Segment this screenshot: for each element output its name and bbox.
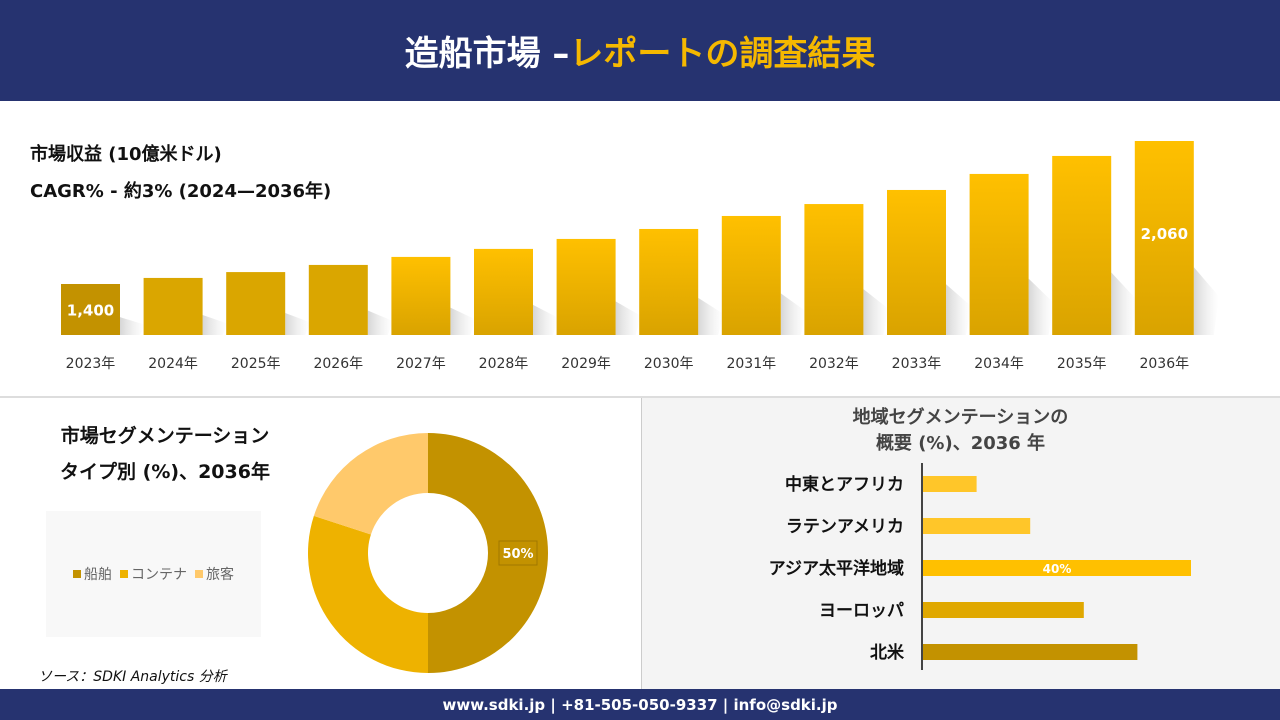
bar-shadow bbox=[1028, 278, 1054, 335]
bar-shadow bbox=[780, 293, 806, 335]
bar-shadow bbox=[202, 315, 228, 335]
year-tick-label: 2036年 bbox=[1139, 356, 1189, 372]
year-tick-label: 2026年 bbox=[313, 356, 363, 372]
legend-swatch bbox=[195, 570, 203, 578]
revenue-bar bbox=[1052, 155, 1112, 335]
legend-swatch bbox=[120, 570, 128, 578]
revenue-bar bbox=[804, 204, 864, 335]
region-bar bbox=[923, 644, 1138, 660]
revenue-bar bbox=[391, 256, 451, 335]
donut-slice-0 bbox=[428, 433, 548, 673]
year-tick-label: 2029年 bbox=[561, 356, 611, 372]
year-tick-label: 2023年 bbox=[66, 356, 116, 372]
revenue-bar bbox=[61, 284, 120, 335]
region-bar bbox=[923, 560, 1191, 576]
bar-shadow bbox=[120, 317, 145, 335]
donut-data-label: 50% bbox=[502, 547, 533, 562]
bar-shadow bbox=[285, 312, 311, 335]
year-tick-label: 2024年 bbox=[148, 356, 198, 372]
revenue-bar bbox=[969, 173, 1029, 335]
donut-legend: 船舶 コンテナ 旅客 bbox=[46, 511, 261, 637]
type-segment-title: 市場セグメンテーション タイプ別 (%)、2036年 bbox=[30, 418, 300, 490]
year-tick-label: 2033年 bbox=[892, 356, 942, 372]
region-label: ラテンアメリカ bbox=[786, 517, 904, 537]
type-title-line-2: タイプ別 (%)、2036年 bbox=[60, 461, 270, 483]
region-label: 北米 bbox=[870, 642, 905, 663]
source-note: ソース：SDKI Analytics 分析 bbox=[38, 669, 227, 685]
footer-contact: www.sdki.jp | +81-505-050-9337 | info@sd… bbox=[0, 689, 1280, 720]
region-label: 中東とアフリカ bbox=[785, 474, 904, 495]
region-segment-title: 地域セグメンテーションの 概要 (%)、2036 年 bbox=[641, 405, 1280, 457]
legend-item-passenger: 旅客 bbox=[195, 564, 234, 584]
year-tick-label: 2030年 bbox=[644, 356, 694, 372]
revenue-bar bbox=[639, 228, 699, 335]
bar-shadow bbox=[698, 297, 724, 335]
bar-shadow bbox=[533, 304, 558, 335]
year-tick-label: 2032年 bbox=[809, 356, 859, 372]
revenue-chart-title: 市場収益 (10億米ドル) bbox=[30, 144, 222, 165]
bar-shadow bbox=[1111, 272, 1137, 335]
region-label: ヨーロッパ bbox=[819, 601, 904, 621]
legend-label: 船舶 bbox=[84, 567, 112, 583]
bar-shadow bbox=[450, 307, 476, 335]
year-tick-label: 2035年 bbox=[1057, 356, 1107, 372]
donut-slice-2 bbox=[313, 433, 428, 535]
revenue-bar bbox=[887, 189, 946, 335]
type-donut-chart: 50% bbox=[308, 433, 548, 673]
revenue-bar bbox=[226, 272, 286, 335]
title-accent: レポートの調査結果 bbox=[569, 34, 876, 74]
data-label-box bbox=[498, 540, 538, 566]
cagr-subtitle: CAGR% - 約3% (2024—2036年) bbox=[30, 181, 332, 202]
region-bar bbox=[923, 476, 977, 492]
legend-label: 旅客 bbox=[206, 567, 234, 583]
page-header: 造船市場 – レポートの調査結果 bbox=[0, 0, 1280, 101]
bar-data-label: 2,060 bbox=[1141, 225, 1188, 243]
year-tick-label: 2028年 bbox=[479, 356, 529, 372]
bar-shadow bbox=[1193, 267, 1219, 335]
revenue-bar bbox=[1134, 141, 1194, 335]
region-segment-panel bbox=[641, 398, 1280, 689]
section-divider bbox=[0, 396, 1280, 398]
region-bar bbox=[923, 518, 1031, 534]
revenue-bar bbox=[143, 277, 203, 335]
year-tick-label: 2031年 bbox=[726, 356, 776, 372]
year-tick-label: 2034年 bbox=[974, 356, 1024, 372]
bar-data-label: 1,400 bbox=[67, 302, 114, 320]
region-data-label: 40% bbox=[1043, 562, 1072, 576]
year-tick-label: 2025年 bbox=[231, 356, 281, 372]
bar-shadow bbox=[946, 284, 971, 335]
type-title-line-1: 市場セグメンテーション bbox=[60, 425, 270, 447]
revenue-bar-chart: 2023年 1,400 2024年 2025年 2026年 2027年 2028年 2029年… bbox=[61, 141, 1219, 372]
donut-slice-1 bbox=[308, 515, 428, 673]
year-tick-label: 2027年 bbox=[396, 356, 446, 372]
title-main: 造船市場 – bbox=[404, 34, 570, 74]
region-title-line-2: 概要 (%)、2036 年 bbox=[875, 433, 1046, 454]
legend-item-container: コンテナ bbox=[120, 564, 187, 584]
revenue-bar bbox=[556, 238, 616, 335]
bar-shadow bbox=[367, 310, 393, 335]
legend-label: コンテナ bbox=[131, 567, 187, 583]
bar-shadow bbox=[615, 301, 641, 335]
revenue-bar bbox=[308, 264, 368, 335]
legend-swatch bbox=[73, 570, 81, 578]
region-label: アジア太平洋地域 bbox=[769, 558, 904, 579]
region-title-line-1: 地域セグメンテーションの bbox=[852, 407, 1069, 428]
revenue-bar bbox=[721, 215, 781, 335]
bar-shadow bbox=[863, 289, 889, 335]
legend-item-ship: 船舶 bbox=[73, 564, 112, 584]
region-bar bbox=[923, 602, 1084, 618]
revenue-bar bbox=[474, 248, 533, 335]
